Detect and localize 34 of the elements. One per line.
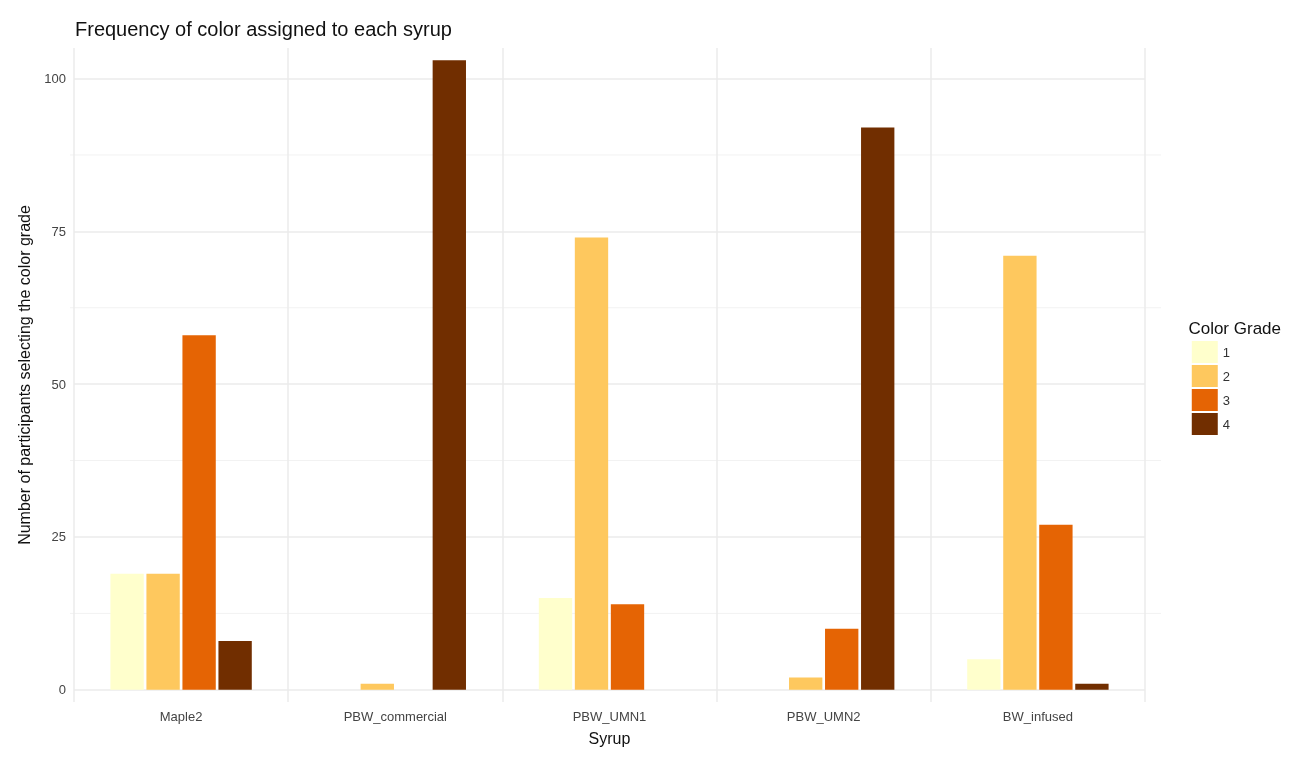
bar [825, 628, 859, 690]
x-axis-title: Syrup [588, 729, 631, 747]
bar [146, 573, 180, 690]
legend-label: 2 [1222, 368, 1230, 384]
bar [1039, 524, 1073, 690]
bar [1003, 255, 1037, 690]
bar [610, 604, 645, 690]
bar [432, 60, 466, 690]
legend-label: 4 [1222, 416, 1230, 432]
bar [861, 127, 895, 690]
x-tick-label: BW_infused [1002, 709, 1073, 724]
bar [789, 677, 823, 690]
bar [218, 640, 252, 690]
legend-label: 1 [1222, 344, 1230, 360]
x-tick-label: PBW_UMN2 [786, 709, 861, 724]
y-tick-label: 25 [51, 529, 66, 545]
y-tick-label: 0 [58, 682, 66, 698]
x-tick-label: PBW_commercial [343, 709, 448, 724]
legend-title: Color Grade [1188, 319, 1282, 338]
bar [538, 598, 573, 690]
bar [360, 683, 394, 690]
bar [1075, 683, 1109, 690]
y-tick-label: 100 [44, 71, 66, 87]
y-axis-title: Number of participants selecting the color grade [15, 205, 33, 545]
bar [967, 659, 1001, 690]
bar [574, 237, 609, 690]
legend-label: 3 [1222, 392, 1230, 408]
x-tick-label: PBW_UMN1 [572, 709, 647, 724]
x-tick-label: Maple2 [159, 709, 203, 724]
bar [182, 335, 216, 690]
bar [110, 573, 144, 690]
y-tick-label: 50 [51, 376, 66, 392]
y-tick-label: 75 [51, 223, 66, 239]
chart-title: Frequency of color assigned to each syrup [75, 18, 452, 40]
